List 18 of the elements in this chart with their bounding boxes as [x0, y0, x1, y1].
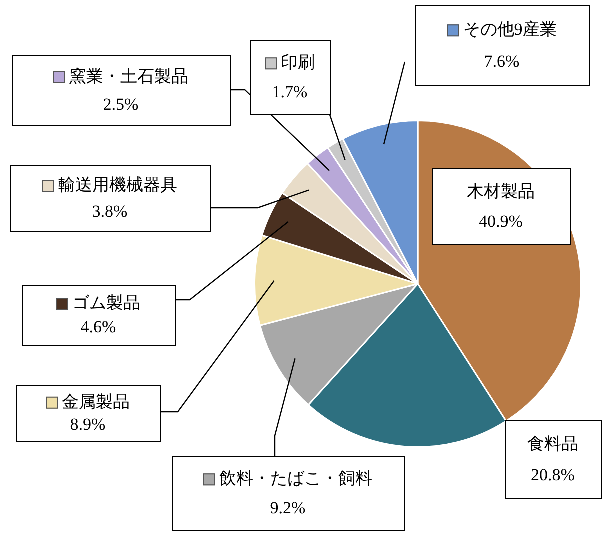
legend-label: 金属製品: [62, 392, 130, 412]
legend-label: 輸送用機械器具: [58, 176, 178, 195]
legend-label: その他9産業: [463, 20, 557, 40]
data-label: 2.5%: [103, 94, 139, 114]
data-label: 40.9%: [479, 212, 523, 232]
data-label: 9.2%: [270, 498, 306, 518]
data-label: 20.8%: [531, 466, 575, 485]
legend-label: 飲料・たばこ・飼料: [220, 469, 372, 488]
data-label: 3.8%: [92, 202, 128, 221]
data-label: 1.7%: [272, 82, 308, 102]
data-label: 4.6%: [80, 318, 116, 337]
data-label: 8.9%: [70, 414, 106, 434]
slice-label: 木材製品: [467, 182, 535, 201]
legend-label: ゴム製品: [72, 294, 140, 313]
legend-label: 印刷: [281, 53, 315, 72]
slice-label: 食料品: [528, 434, 578, 454]
data-label: 7.6%: [484, 52, 520, 72]
legend-label: 窯業・土石製品: [70, 66, 188, 86]
